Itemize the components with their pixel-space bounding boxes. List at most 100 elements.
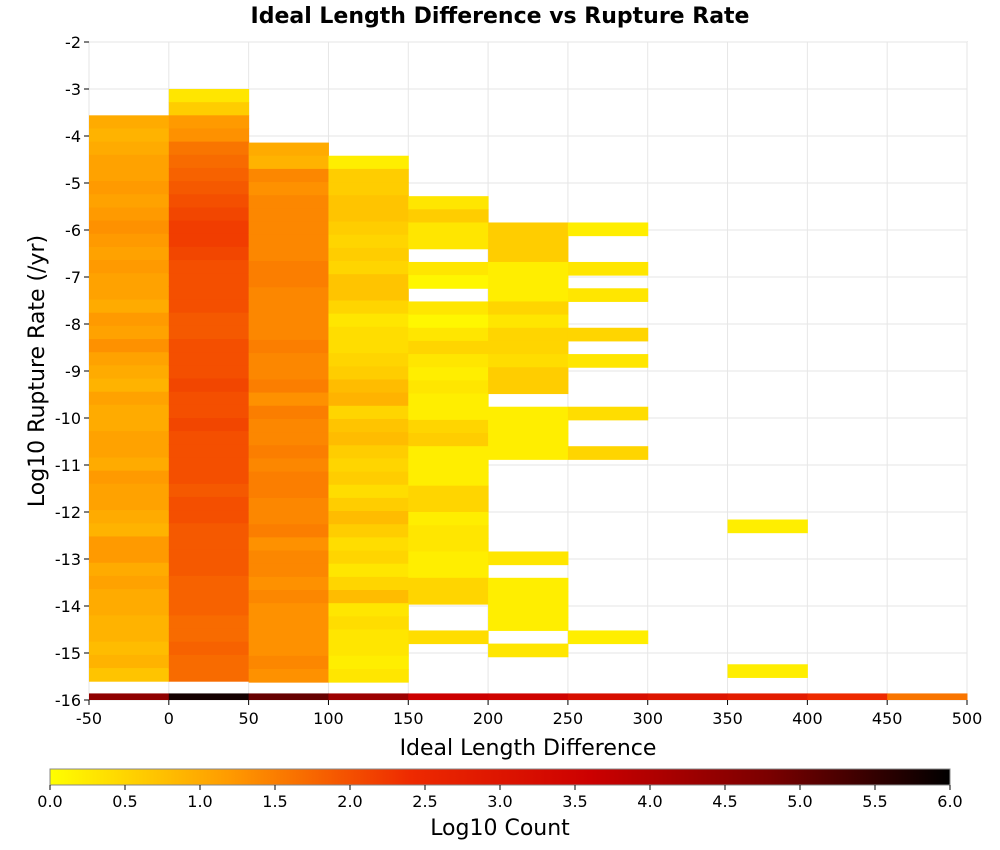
heatmap-cell xyxy=(168,154,250,169)
heatmap-cell xyxy=(248,392,329,407)
y-tick-label: -6 xyxy=(65,221,81,240)
heatmap-cell xyxy=(328,221,409,236)
heatmap-cell xyxy=(248,142,329,157)
heatmap-cell xyxy=(408,222,489,237)
heatmap-cell xyxy=(168,575,250,590)
heatmap-cell xyxy=(168,536,250,551)
heatmap-cell xyxy=(89,339,170,353)
x-tick-label: 450 xyxy=(872,709,903,728)
colorbar-tick-label: 2.0 xyxy=(337,792,362,811)
heatmap-cell xyxy=(727,664,808,678)
heatmap-cell xyxy=(488,590,569,605)
colorbar-title: Log10 Count xyxy=(430,816,570,841)
heatmap-cell xyxy=(408,301,489,316)
heatmap-cell xyxy=(168,141,250,156)
heatmap-cell xyxy=(328,484,409,499)
heatmap-cell xyxy=(328,274,409,288)
heatmap-cell xyxy=(328,418,409,433)
heatmap-cell xyxy=(328,511,409,525)
heatmap-cell xyxy=(567,406,649,421)
heatmap-cell xyxy=(168,194,250,208)
heatmap-cell xyxy=(488,248,569,263)
heatmap-cell xyxy=(248,511,329,525)
heatmap-cell xyxy=(89,575,170,590)
heatmap-cell xyxy=(488,643,569,658)
heatmap-cell xyxy=(328,603,409,617)
heatmap-cell xyxy=(328,392,409,407)
heatmap-cell xyxy=(488,354,569,368)
heatmap-cell xyxy=(89,602,170,616)
heatmap-cell xyxy=(727,519,808,534)
heatmap-cell xyxy=(89,312,170,327)
heatmap-cell xyxy=(328,353,409,367)
heatmap-cell xyxy=(248,603,329,617)
heatmap-cell xyxy=(168,404,250,419)
heatmap-cell xyxy=(408,590,489,605)
heatmap-cell xyxy=(328,537,409,552)
y-tick-label: -16 xyxy=(55,691,81,710)
heatmap-cell xyxy=(408,235,489,250)
heatmap-cell xyxy=(248,642,329,657)
colorbar-tick-label: 2.5 xyxy=(412,792,437,811)
heatmap-cell xyxy=(488,261,569,276)
heatmap-cell xyxy=(248,366,329,380)
heatmap-cell xyxy=(328,405,409,420)
heatmap-cell xyxy=(89,483,170,498)
heatmap-cell xyxy=(328,655,409,670)
heatmap-cell xyxy=(408,538,489,552)
heatmap-cell xyxy=(89,668,170,682)
colorbar-tick-label: 4.5 xyxy=(712,792,737,811)
heatmap-cell xyxy=(567,354,649,368)
heatmap-cell xyxy=(168,391,250,406)
heatmap-cell xyxy=(248,234,329,249)
x-tick-label: 0 xyxy=(164,709,174,728)
heatmap-cell-edge xyxy=(328,693,409,700)
colorbar-ticks: 0.0 0.5 1.0 1.5 2.0 2.5 3.0 3.5 4.0 4.5 5.0 5.5 6.0 xyxy=(37,785,963,811)
heatmap-cell xyxy=(89,654,170,669)
heatmap-cell-edge xyxy=(89,693,170,700)
heatmap-cell xyxy=(408,209,489,223)
heatmap-cell xyxy=(328,458,409,473)
heatmap-cell xyxy=(488,433,569,447)
heatmap-cell xyxy=(248,576,329,591)
heatmap-cell xyxy=(488,604,569,618)
colorbar xyxy=(49,768,951,786)
heatmap-cell xyxy=(408,446,489,460)
heatmap-cell xyxy=(248,550,329,565)
heatmap-cell-edge xyxy=(887,693,968,700)
heatmap-cell xyxy=(328,616,409,630)
heatmap-cell xyxy=(168,102,250,116)
heatmap-cell xyxy=(248,524,329,538)
heatmap-cell xyxy=(89,260,170,274)
heatmap-cell xyxy=(89,115,170,129)
heatmap-cell xyxy=(328,366,409,380)
heatmap-cell xyxy=(248,655,329,670)
heatmap-cell xyxy=(408,314,489,329)
heatmap-cell xyxy=(168,233,250,248)
heatmap-cell xyxy=(408,196,489,210)
heatmap-cells xyxy=(89,89,968,700)
heatmap-cell xyxy=(328,550,409,565)
heatmap-cell xyxy=(168,431,250,445)
y-tick-label: -15 xyxy=(55,644,81,663)
colorbar-tick-label: 5.5 xyxy=(862,792,887,811)
heatmap-cell xyxy=(328,339,409,354)
heatmap-cell xyxy=(248,313,329,328)
y-tick-label: -2 xyxy=(65,33,81,52)
heatmap-cell xyxy=(168,418,250,432)
x-tick-label: -50 xyxy=(76,709,102,728)
heatmap-cell xyxy=(168,207,250,222)
heatmap-cell xyxy=(89,233,170,248)
heatmap-cell xyxy=(168,128,250,143)
y-tick-label: -5 xyxy=(65,174,81,193)
heatmap-cell xyxy=(168,325,250,340)
heatmap-cell xyxy=(488,419,569,434)
heatmap-cell xyxy=(248,182,329,196)
heatmap-cell xyxy=(328,642,409,657)
heatmap-cell xyxy=(89,286,170,301)
heatmap-cell xyxy=(168,457,250,472)
heatmap-cell-edge xyxy=(248,693,329,700)
heatmap-cell xyxy=(328,668,409,683)
heatmap-cell xyxy=(328,234,409,249)
heatmap-cell xyxy=(408,419,489,434)
